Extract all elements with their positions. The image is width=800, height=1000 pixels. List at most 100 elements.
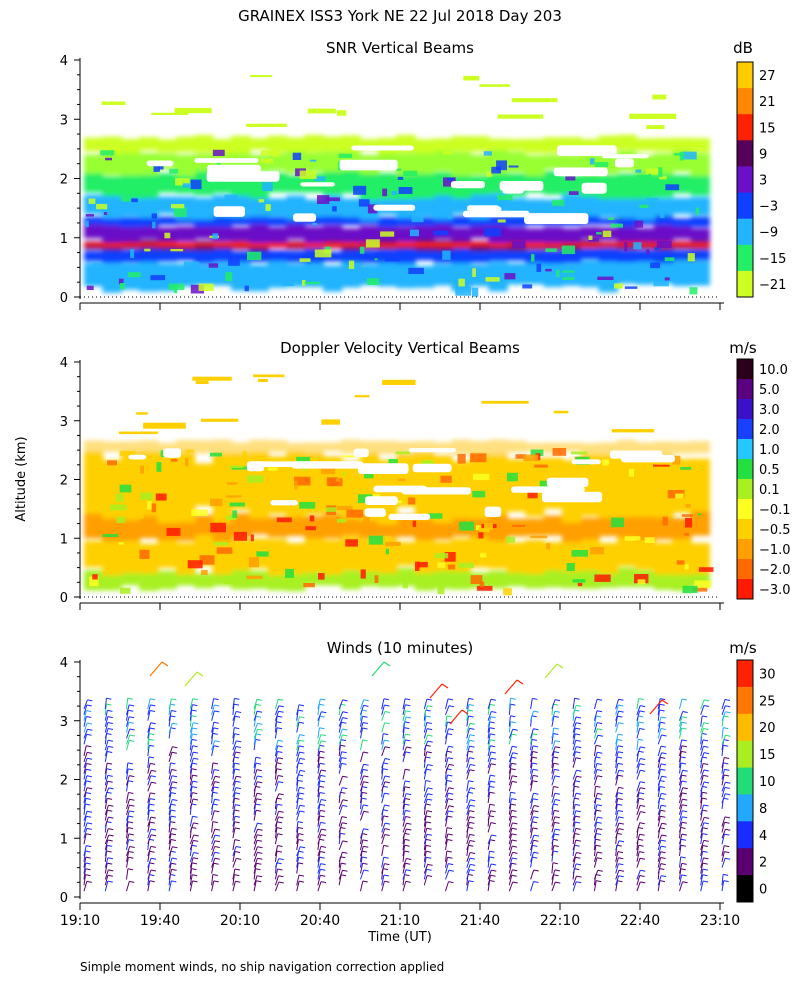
wind-barb — [423, 769, 427, 780]
heatmap-cell — [212, 149, 225, 156]
heatmap-cell — [194, 573, 214, 589]
wind-barb-flag — [446, 827, 453, 830]
wind-barb — [508, 798, 512, 810]
wind-barb — [423, 864, 429, 874]
wind-barb — [232, 776, 237, 786]
heatmap-cell — [120, 217, 141, 228]
heatmap-cell — [84, 137, 104, 152]
wind-barb-flag — [552, 838, 559, 841]
wind-barb-flag — [86, 710, 92, 713]
wind-barb — [147, 858, 152, 868]
wind-barb-flag — [171, 880, 177, 883]
wind-barb — [530, 840, 534, 851]
heatmap-cell — [267, 217, 288, 227]
wind-barb-flag — [533, 805, 539, 807]
wind-barb-flag — [257, 851, 263, 854]
wind-barb — [572, 727, 576, 739]
velocity-panel-title: Doppler Velocity Vertical Beams — [280, 339, 520, 357]
wind-barb — [721, 793, 726, 804]
wind-barb — [636, 739, 639, 751]
wind-barb — [274, 705, 280, 716]
wind-barb-flag — [532, 751, 538, 753]
wind-barb — [168, 863, 172, 874]
wind-barb-flag — [363, 781, 369, 784]
wind-barb — [360, 699, 365, 710]
wind-barb-flag — [192, 774, 198, 777]
heatmap-cell — [363, 514, 370, 524]
heatmap-cell — [530, 449, 544, 456]
heatmap-cell — [314, 249, 332, 258]
colorbar-frame — [736, 659, 754, 903]
data-gap — [571, 459, 601, 465]
heatmap-cell — [286, 175, 306, 193]
wind-barb-flag — [618, 710, 624, 713]
wind-barb — [126, 810, 130, 821]
snr-colorbar-unit: dB — [733, 39, 753, 57]
wind-barb-flag — [640, 881, 646, 884]
wind-barb — [104, 740, 109, 751]
wind-barb-flag — [150, 869, 156, 872]
colorbar-swatch — [737, 579, 753, 600]
wind-barb — [700, 798, 703, 809]
wind-barb-flag — [490, 874, 496, 877]
wind-barb — [466, 723, 471, 733]
wind-barb-flag — [618, 840, 625, 843]
heatmap-cell — [267, 198, 288, 217]
wind-barb-flag — [170, 727, 176, 730]
wind-barb — [189, 763, 193, 774]
wind-barb — [147, 804, 150, 815]
wind-barb — [530, 751, 534, 762]
wind-barb-flag — [660, 845, 667, 848]
wind-barb-flag — [681, 780, 687, 783]
wind-barb-flag — [468, 715, 474, 718]
wind-barb — [423, 810, 428, 821]
wind-barb — [338, 757, 342, 768]
heatmap-cell — [459, 521, 475, 531]
heatmap-cell — [672, 198, 692, 215]
data-gap — [351, 145, 414, 151]
wind-barb — [296, 874, 300, 886]
heatmap-cell — [602, 230, 612, 238]
wind-barb-flag — [363, 869, 369, 872]
wind-barb — [189, 852, 195, 862]
heatmap-cell — [470, 453, 487, 463]
wind-barb-flag — [234, 839, 240, 842]
wind-barb-flag — [214, 798, 220, 801]
wind-barb — [168, 833, 172, 845]
wind-barb — [317, 775, 321, 786]
heatmap-cell — [86, 285, 94, 290]
heatmap-cell — [223, 575, 236, 585]
wind-barb-flag — [404, 850, 410, 853]
wind-barb-flag — [85, 874, 91, 877]
heatmap-cell — [543, 227, 563, 243]
wind-barb-flag — [191, 715, 197, 718]
wind-barb-flag — [660, 815, 666, 818]
wind-barb-flag — [299, 757, 305, 760]
wind-barb-flag — [724, 768, 730, 771]
wind-barb — [232, 804, 236, 815]
colorbar-label: 8 — [759, 802, 767, 817]
wind-barb-flag — [149, 727, 155, 730]
heatmap-cell — [359, 246, 365, 255]
wind-barb — [253, 858, 258, 868]
wind-barb — [126, 792, 129, 804]
wind-barb-flag — [596, 710, 603, 713]
heatmap-cell — [102, 460, 122, 519]
heatmap-cell — [166, 527, 181, 536]
heatmap-cell — [309, 515, 315, 522]
colorbar-swatch — [737, 794, 753, 822]
wind-barb-flag — [235, 780, 241, 783]
wind-barb — [104, 698, 107, 710]
wind-barb-flag — [701, 797, 708, 800]
wind-barb-flag — [148, 738, 154, 741]
wind-barb — [402, 839, 406, 851]
wind-barb — [168, 816, 172, 827]
wind-barb-flag — [553, 727, 559, 730]
heatmap-cell — [155, 493, 167, 501]
wind-barb-flag — [638, 721, 644, 724]
heatmap-cell — [633, 242, 642, 250]
heatmap-cell — [553, 410, 569, 414]
wind-barb-flag — [533, 810, 539, 813]
wind-barb-flag — [490, 716, 496, 719]
